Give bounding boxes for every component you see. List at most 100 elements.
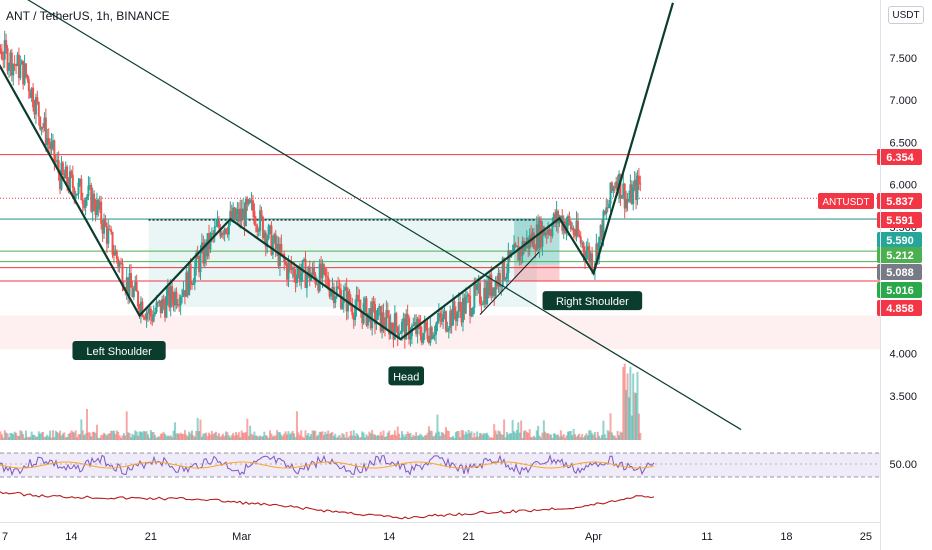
candle-body	[239, 208, 242, 222]
candle-body	[247, 199, 250, 205]
candle-body	[100, 201, 103, 224]
candle-body	[368, 308, 371, 314]
candle-body	[12, 64, 15, 76]
volume-bar	[277, 432, 280, 440]
candle-body	[402, 318, 405, 322]
candle-body	[446, 330, 449, 332]
candle-body	[396, 326, 399, 338]
volume-bars	[0, 363, 642, 440]
volume-bar	[3, 430, 6, 440]
volume-bar	[71, 431, 74, 440]
volume-bar	[68, 432, 71, 440]
candle-body	[463, 298, 466, 314]
candle-body	[290, 264, 293, 270]
y-tick-label: 6.000	[889, 180, 917, 192]
volume-bar	[443, 434, 446, 440]
volume-bar	[54, 430, 57, 440]
volume-bar	[348, 435, 351, 440]
volume-bar	[93, 431, 96, 440]
candle-body	[304, 259, 307, 288]
price-axis-separator	[880, 0, 881, 550]
candle-body	[263, 232, 266, 239]
candle-body	[403, 318, 406, 340]
candle-body	[29, 91, 32, 99]
volume-bar	[37, 431, 40, 440]
currency-selector[interactable]: USDT	[888, 6, 924, 24]
volume-bar	[0, 431, 2, 440]
candle-body	[548, 229, 551, 234]
volume-bar	[383, 437, 386, 440]
pattern-label-text: Left Shoulder	[86, 346, 152, 358]
candle-body	[378, 306, 381, 308]
volume-bar	[112, 430, 115, 440]
volume-bar	[274, 435, 277, 440]
volume-bar	[392, 434, 395, 440]
candle-body	[613, 186, 616, 188]
volume-bar	[435, 432, 438, 440]
volume-bar	[454, 432, 457, 440]
price-label-bg	[877, 212, 922, 228]
candle-body	[408, 318, 411, 340]
candle-body	[189, 263, 192, 285]
candle-body	[237, 209, 240, 222]
candle-body	[286, 264, 289, 280]
candle-body	[405, 313, 408, 340]
volume-bar	[417, 435, 420, 440]
price-label-bg	[877, 193, 922, 209]
volume-bar	[488, 437, 491, 440]
candle-body	[139, 301, 142, 314]
candle-body	[514, 243, 517, 247]
volume-bar	[575, 436, 578, 440]
candle-body	[103, 218, 106, 234]
volume-bar	[230, 435, 233, 440]
volume-bar	[286, 434, 289, 440]
price-label-bg	[877, 300, 922, 316]
candle-body	[301, 260, 304, 274]
volume-bar	[425, 435, 428, 440]
candle-body	[442, 314, 445, 322]
candle-body	[572, 228, 575, 235]
candle-body	[267, 225, 270, 239]
volume-bar	[166, 435, 169, 440]
volume-bar	[555, 435, 558, 440]
volume-bar	[578, 433, 581, 440]
candle-body	[537, 224, 540, 249]
volume-bar	[43, 437, 46, 440]
volume-bar	[429, 430, 432, 440]
volume-bar	[440, 432, 443, 440]
candle-body	[10, 52, 13, 76]
volume-bar	[162, 431, 165, 440]
candle-body	[382, 312, 385, 326]
y-tick-label: 4.000	[889, 349, 917, 361]
volume-bar	[10, 433, 13, 440]
price-label-text: 6.354	[886, 152, 914, 164]
volume-bar	[427, 426, 430, 440]
candle-body	[352, 315, 355, 321]
volume-bar	[172, 430, 175, 440]
candle-body	[606, 207, 609, 209]
candle-body	[42, 126, 45, 128]
volume-bar	[632, 373, 635, 440]
candle-body	[148, 308, 151, 313]
candle-body	[596, 243, 599, 259]
candle-body	[80, 179, 83, 201]
price-label-bg	[877, 247, 922, 263]
volume-bar	[259, 435, 262, 440]
volume-bar	[151, 431, 154, 440]
candle-body	[256, 225, 259, 232]
volume-bar	[464, 431, 467, 440]
candle-body	[450, 310, 453, 326]
candle-body	[635, 179, 638, 200]
volume-bar	[358, 437, 361, 440]
candle-body	[505, 273, 508, 279]
volume-bar	[87, 432, 90, 440]
volume-bar	[636, 371, 639, 440]
volume-bar	[569, 430, 572, 440]
volume-bar	[562, 434, 565, 440]
volume-bar	[239, 437, 242, 440]
volume-bar	[447, 431, 450, 440]
candle-body	[132, 289, 135, 298]
candle-body	[318, 263, 321, 291]
candle-body	[498, 272, 501, 287]
